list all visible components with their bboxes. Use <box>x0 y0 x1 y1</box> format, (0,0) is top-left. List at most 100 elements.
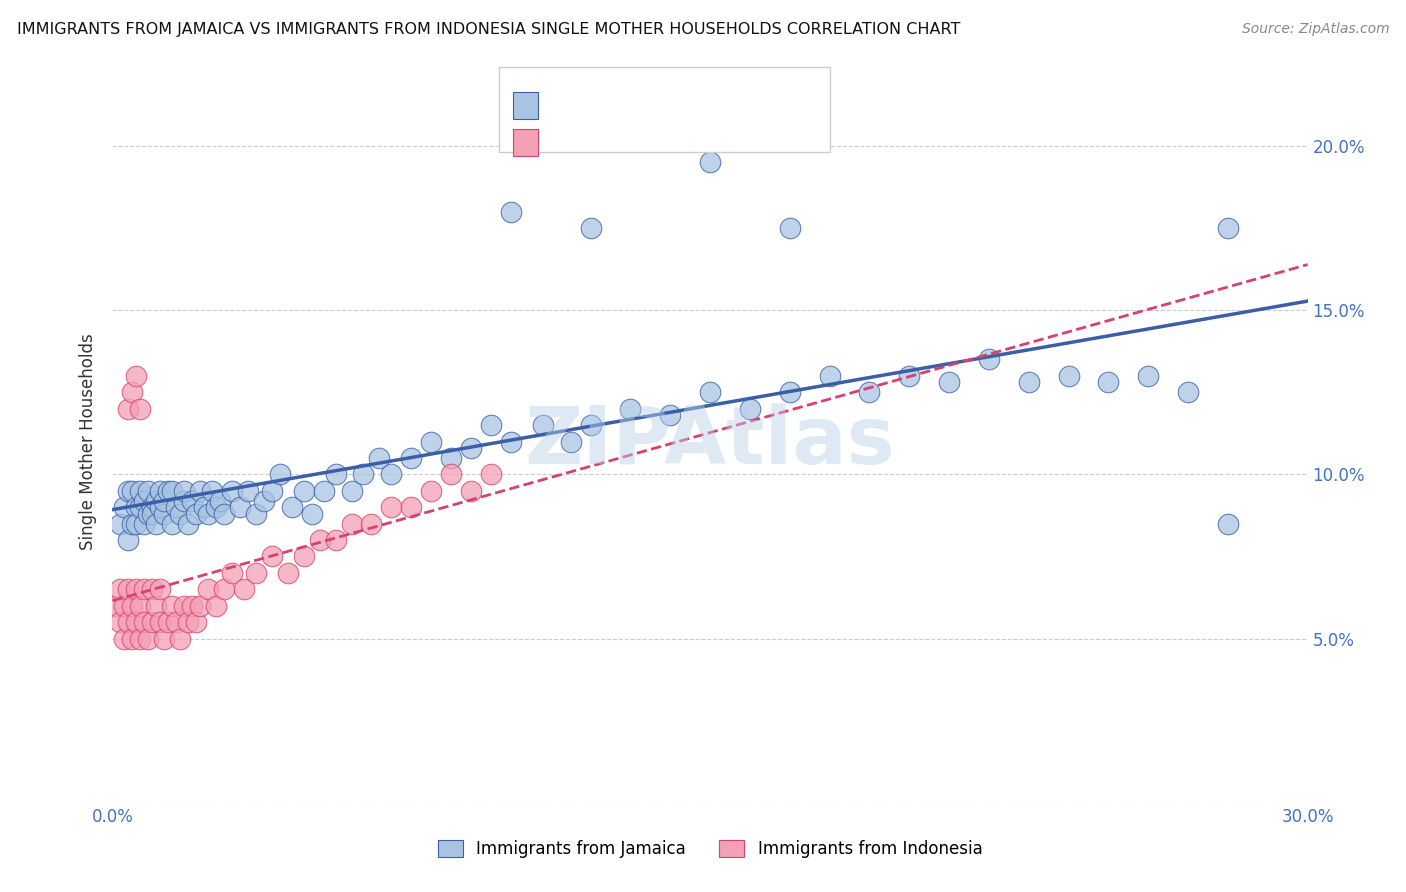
Point <box>1216 516 1239 531</box>
Point <box>499 204 522 219</box>
Point <box>125 582 148 597</box>
Point <box>121 632 143 646</box>
Point <box>134 582 156 597</box>
Point <box>134 516 156 531</box>
Point <box>460 483 482 498</box>
Point <box>165 615 187 630</box>
Point <box>145 516 167 531</box>
Point <box>129 599 152 613</box>
Point <box>1097 376 1119 390</box>
Point <box>245 566 267 580</box>
Text: ZIPAtlas: ZIPAtlas <box>524 402 896 481</box>
Point <box>129 401 152 416</box>
Point <box>134 493 156 508</box>
Point <box>145 599 167 613</box>
Point <box>129 500 152 515</box>
Point <box>560 434 582 449</box>
Point <box>401 450 423 465</box>
Point <box>138 632 160 646</box>
Point <box>188 599 211 613</box>
Point <box>460 441 482 455</box>
Point <box>177 615 200 630</box>
Point <box>201 483 224 498</box>
Point <box>292 483 315 498</box>
Point <box>281 500 304 515</box>
Point <box>110 516 132 531</box>
Point <box>420 434 443 449</box>
Point <box>110 582 132 597</box>
Point <box>153 632 176 646</box>
Point <box>177 516 200 531</box>
Point <box>325 467 347 482</box>
Point <box>162 599 183 613</box>
Point <box>141 507 163 521</box>
Point <box>977 352 1000 367</box>
Point <box>165 500 187 515</box>
Point <box>162 483 183 498</box>
Point <box>312 483 335 498</box>
Point <box>659 409 682 423</box>
Point <box>173 483 195 498</box>
Point <box>149 483 172 498</box>
Point <box>173 493 195 508</box>
Point <box>129 632 152 646</box>
Point <box>117 615 139 630</box>
Point <box>186 507 208 521</box>
Point <box>114 599 135 613</box>
Point <box>114 500 135 515</box>
Point <box>209 493 232 508</box>
Point <box>117 483 139 498</box>
Point <box>162 516 183 531</box>
Point <box>205 500 228 515</box>
Point <box>779 221 801 235</box>
Point <box>188 483 211 498</box>
Point <box>221 566 243 580</box>
Text: IMMIGRANTS FROM JAMAICA VS IMMIGRANTS FROM INDONESIA SINGLE MOTHER HOUSEHOLDS CO: IMMIGRANTS FROM JAMAICA VS IMMIGRANTS FR… <box>17 22 960 37</box>
Point <box>117 401 139 416</box>
Point <box>117 533 139 547</box>
Point <box>440 467 463 482</box>
Point <box>353 467 375 482</box>
Point <box>114 632 135 646</box>
Point <box>229 500 252 515</box>
Point <box>1137 368 1160 383</box>
Point <box>212 507 235 521</box>
Point <box>153 493 176 508</box>
Point <box>340 516 363 531</box>
Point <box>145 493 167 508</box>
Point <box>129 483 152 498</box>
Point <box>149 615 172 630</box>
Point <box>205 599 228 613</box>
Point <box>738 401 761 416</box>
Point <box>212 582 235 597</box>
Point <box>125 368 148 383</box>
Point <box>141 582 163 597</box>
Point <box>193 500 215 515</box>
Text: R = 0.309   N = 85: R = 0.309 N = 85 <box>550 83 734 101</box>
Point <box>308 533 330 547</box>
Text: Source: ZipAtlas.com: Source: ZipAtlas.com <box>1241 22 1389 37</box>
Point <box>236 483 259 498</box>
Point <box>579 221 602 235</box>
Point <box>221 483 243 498</box>
Point <box>1018 376 1040 390</box>
Point <box>125 615 148 630</box>
Point <box>380 467 402 482</box>
Point <box>277 566 299 580</box>
Y-axis label: Single Mother Households: Single Mother Households <box>79 334 97 549</box>
Text: R = 0.357   N = 54: R = 0.357 N = 54 <box>550 120 734 138</box>
Point <box>260 483 283 498</box>
Point <box>340 483 363 498</box>
Point <box>157 615 180 630</box>
Point <box>121 516 143 531</box>
Point <box>169 632 191 646</box>
Point <box>110 615 132 630</box>
Point <box>858 385 880 400</box>
Point <box>479 418 502 433</box>
Point <box>121 385 143 400</box>
Point <box>269 467 291 482</box>
Point <box>619 401 641 416</box>
Point <box>818 368 841 383</box>
Point <box>479 467 502 482</box>
Point <box>301 507 323 521</box>
